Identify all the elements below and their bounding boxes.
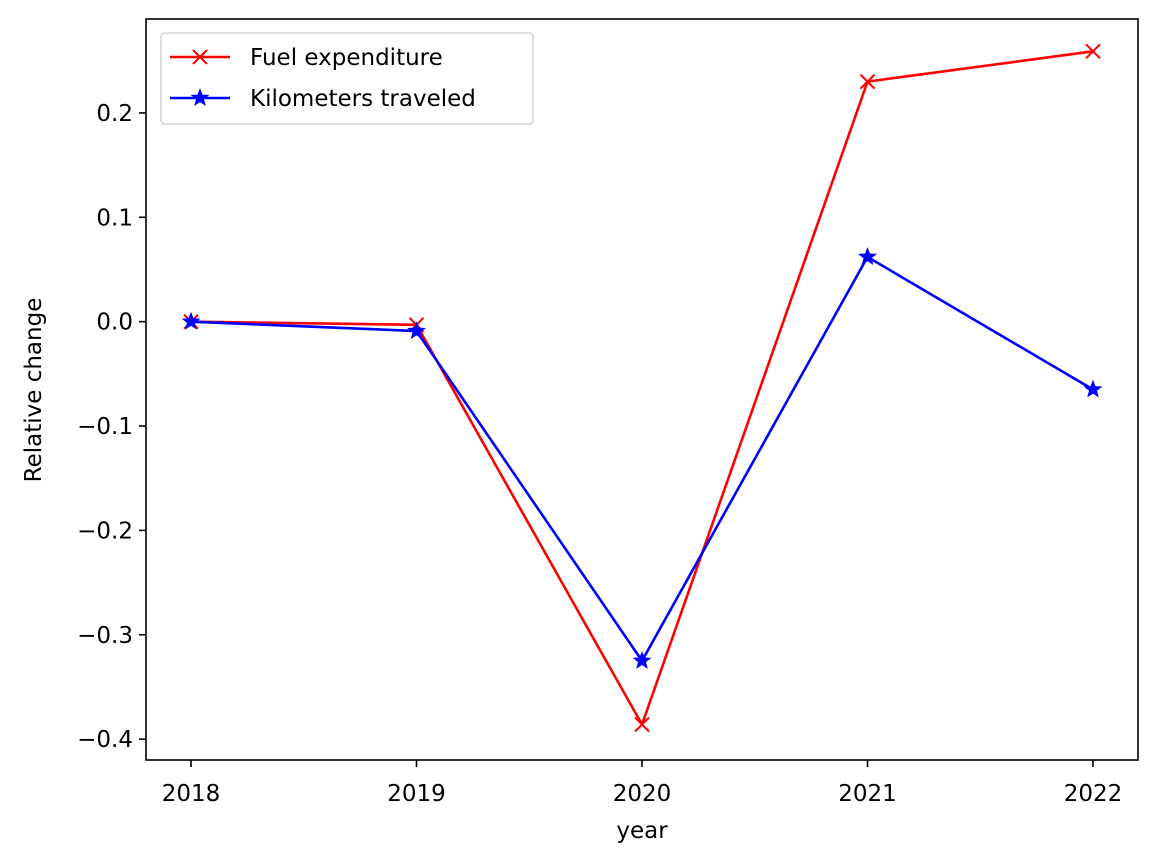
legend-label-kilometers-traveled: Kilometers traveled xyxy=(250,86,476,112)
data-point-fuel-expenditure-2020-stroke-b xyxy=(634,716,650,733)
x-axis-ticks: 2018 2019 2020 2021 2022 xyxy=(162,760,1123,807)
x-tick-label-2018: 2018 xyxy=(162,781,221,807)
y-tick-label-5: 0.1 xyxy=(96,205,133,231)
legend-label-fuel-expenditure: Fuel expenditure xyxy=(250,45,443,71)
legend-box xyxy=(160,32,534,125)
y-axis-label: Relative change xyxy=(21,298,47,483)
data-point-fuel-expenditure-2022-stroke-b xyxy=(1085,43,1101,60)
legend-entries: Fuel expenditure Kilometers traveled xyxy=(170,45,476,112)
y-tick-label-3: −0.1 xyxy=(77,414,133,440)
y-tick-label-1: −0.3 xyxy=(77,623,133,649)
series-layer xyxy=(181,43,1103,733)
data-point-fuel-expenditure-2021-stroke-b xyxy=(859,73,876,90)
data-point-kilometers-traveled-2020 xyxy=(632,650,652,669)
x-tick-label-2022: 2022 xyxy=(1064,781,1123,807)
x-tick-label-2020: 2020 xyxy=(613,781,672,807)
plot-background xyxy=(146,19,1138,760)
x-axis-label: year xyxy=(616,818,668,844)
plot-frame xyxy=(145,18,1139,761)
y-tick-label-6: 0.2 xyxy=(96,101,133,127)
data-point-kilometers-traveled-2018 xyxy=(181,311,201,330)
data-point-fuel-expenditure-2021 xyxy=(859,73,876,90)
y-tick-label-4: 0.0 xyxy=(96,310,133,336)
legend-marker-kilometers-traveled xyxy=(190,88,210,107)
legend: Fuel expenditure Kilometers traveled xyxy=(160,32,534,125)
x-tick-label-2019: 2019 xyxy=(387,781,446,807)
x-tick-label-2021: 2021 xyxy=(838,781,897,807)
data-point-kilometers-traveled-2021 xyxy=(858,247,877,265)
data-point-fuel-expenditure-2022 xyxy=(1085,43,1101,60)
data-point-kilometers-traveled-2022 xyxy=(1083,379,1103,398)
legend-marker-fuel-expenditure-stroke-b xyxy=(192,49,208,65)
legend-marker-fuel-expenditure xyxy=(192,49,208,65)
y-tick-label-0: −0.4 xyxy=(77,727,133,753)
data-point-fuel-expenditure-2020 xyxy=(634,716,650,733)
y-tick-label-2: −0.2 xyxy=(77,518,133,544)
data-point-kilometers-traveled-2019 xyxy=(407,321,426,340)
y-axis-ticks: −0.4 −0.3 −0.2 −0.1 0.0 0.1 0.2 xyxy=(77,101,146,753)
